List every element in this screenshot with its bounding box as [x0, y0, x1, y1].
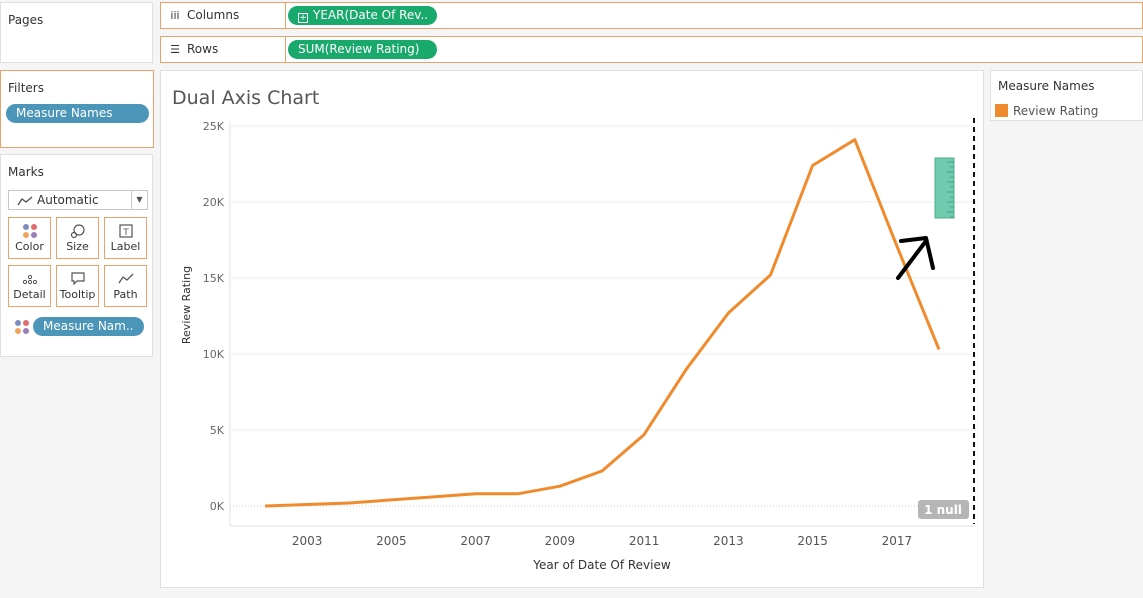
tooltip-icon [57, 266, 98, 288]
columns-shelf[interactable]: iii Columns + YEAR(Date Of Rev.. [160, 2, 1143, 29]
y-tick-label: 0K [210, 500, 225, 513]
y-tick-label: 25K [203, 120, 225, 133]
marks-card: Marks Automatic ▼ Color Size T Label Det… [0, 154, 153, 357]
detail-button[interactable]: Detail [8, 265, 51, 307]
size-button[interactable]: Size [56, 217, 99, 259]
null-badge-text: 1 null [924, 503, 962, 517]
label-icon: T [105, 218, 146, 240]
legend-card: Measure Names Review Rating [990, 70, 1143, 121]
x-tick-label: 2007 [460, 534, 491, 548]
filters-card[interactable]: Filters Measure Names [0, 70, 154, 148]
chevron-down-icon: ▼ [131, 191, 147, 209]
path-button[interactable]: Path [104, 265, 147, 307]
series-group [264, 138, 941, 508]
x-tick-label: 2017 [882, 534, 913, 548]
color-dots-icon [14, 319, 30, 338]
mark-type-value: Automatic [37, 193, 99, 207]
annotation-arrow-icon [896, 236, 935, 280]
detail-button-label: Detail [13, 288, 46, 301]
size-button-label: Size [66, 240, 89, 253]
series-line-review-rating[interactable] [264, 138, 941, 508]
y-tick-label: 20K [203, 196, 225, 209]
columns-icon: iii [170, 9, 180, 22]
path-icon [105, 266, 146, 288]
y-tick-label: 15K [203, 272, 225, 285]
color-button-label: Color [15, 240, 44, 253]
columns-label-text: Columns [187, 8, 240, 22]
tooltip-button[interactable]: Tooltip [56, 265, 99, 307]
size-icon [57, 218, 98, 240]
path-button-label: Path [113, 288, 138, 301]
null-badge[interactable]: 1 null [918, 500, 969, 519]
columns-shelf-label: iii Columns [161, 3, 286, 28]
color-button[interactable]: Color [8, 217, 51, 259]
pages-title: Pages [8, 13, 44, 27]
legend-item-label[interactable]: Review Rating [1013, 104, 1099, 118]
columns-pill-text: YEAR(Date Of Rev.. [313, 8, 429, 22]
x-axis-ticks: 2003 2005 2007 2009 2011 2013 2015 2017 [292, 534, 912, 548]
pages-card[interactable]: Pages [0, 2, 153, 63]
color-pill-measure-names[interactable]: Measure Nam.. [33, 317, 144, 336]
label-button[interactable]: T Label [104, 217, 147, 259]
rows-icon: ☰ [170, 43, 180, 56]
rows-shelf-label: ☰ Rows [161, 37, 286, 62]
color-dots-icon [9, 218, 50, 240]
legend-title: Measure Names [998, 79, 1095, 93]
marks-title: Marks [8, 165, 44, 179]
x-tick-label: 2011 [629, 534, 660, 548]
y-tick-label: 5K [210, 424, 225, 437]
expand-plus-icon: + [298, 13, 308, 23]
gridlines [229, 121, 974, 527]
filter-pill-measure-names[interactable]: Measure Names [6, 104, 149, 123]
x-tick-label: 2003 [292, 534, 323, 548]
chart-title: Dual Axis Chart [172, 87, 319, 109]
legend-swatch[interactable] [995, 104, 1008, 117]
detail-icon [9, 266, 50, 288]
rows-shelf[interactable]: ☰ Rows SUM(Review Rating) [160, 36, 1143, 63]
filters-title: Filters [8, 81, 44, 95]
y-tick-label: 10K [203, 348, 225, 361]
x-tick-label: 2009 [545, 534, 576, 548]
x-axis-label: Year of Date Of Review [532, 558, 671, 572]
columns-pill-year[interactable]: + YEAR(Date Of Rev.. [288, 6, 437, 25]
y-axis-ticks: 0K 5K 10K 15K 20K 25K [203, 120, 225, 513]
x-tick-label: 2005 [376, 534, 407, 548]
tooltip-button-label: Tooltip [59, 288, 96, 301]
rows-label-text: Rows [187, 42, 219, 56]
line-mark-icon [17, 194, 33, 212]
label-button-label: Label [110, 240, 141, 253]
x-tick-label: 2015 [797, 534, 828, 548]
y-axis-label: Review Rating [180, 266, 193, 344]
svg-text:T: T [122, 228, 129, 238]
mark-type-dropdown[interactable]: Automatic ▼ [8, 190, 148, 210]
chart-card: Dual Axis Chart 0K 5K 10K 15K 20K 25K 2003 200… [160, 70, 984, 588]
rows-pill-sum[interactable]: SUM(Review Rating) [288, 40, 437, 59]
ruler-icon[interactable] [934, 157, 955, 219]
x-tick-label: 2013 [713, 534, 744, 548]
